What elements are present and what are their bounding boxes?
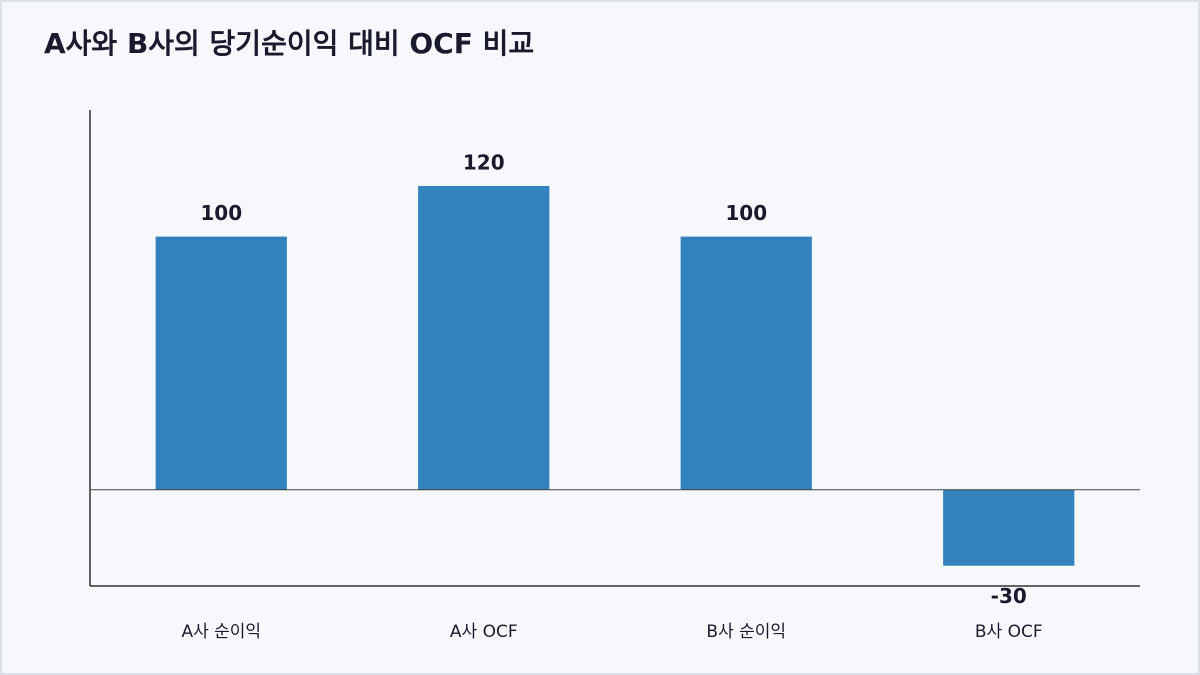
bar [418, 185, 550, 490]
x-tick-label: A사 OCF [450, 622, 518, 642]
chart-title: A사와 B사의 당기순이익 대비 OCF 비교 [44, 27, 534, 60]
bar [680, 236, 812, 490]
value-label: 100 [200, 201, 242, 225]
x-tick-label: B사 OCF [975, 622, 1043, 642]
value-label: 120 [463, 150, 505, 174]
value-label: -30 [991, 584, 1027, 608]
bar [155, 236, 287, 490]
x-tick-label: B사 순이익 [706, 622, 786, 642]
plot-area: A사 순이익 100 A사 OCF 120 B사 순이익 100 B사 OCF -30 [89, 110, 1140, 642]
value-label: 100 [725, 201, 767, 225]
bar [943, 489, 1075, 566]
x-tick-label: A사 순이익 [181, 622, 261, 642]
